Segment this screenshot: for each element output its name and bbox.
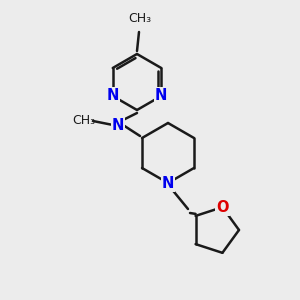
Text: N: N	[155, 88, 167, 104]
Text: N: N	[162, 176, 174, 190]
Text: N: N	[106, 88, 119, 104]
Text: CH₃: CH₃	[72, 115, 96, 128]
Text: N: N	[112, 118, 124, 133]
Text: O: O	[216, 200, 229, 215]
Text: CH₃: CH₃	[128, 13, 152, 26]
